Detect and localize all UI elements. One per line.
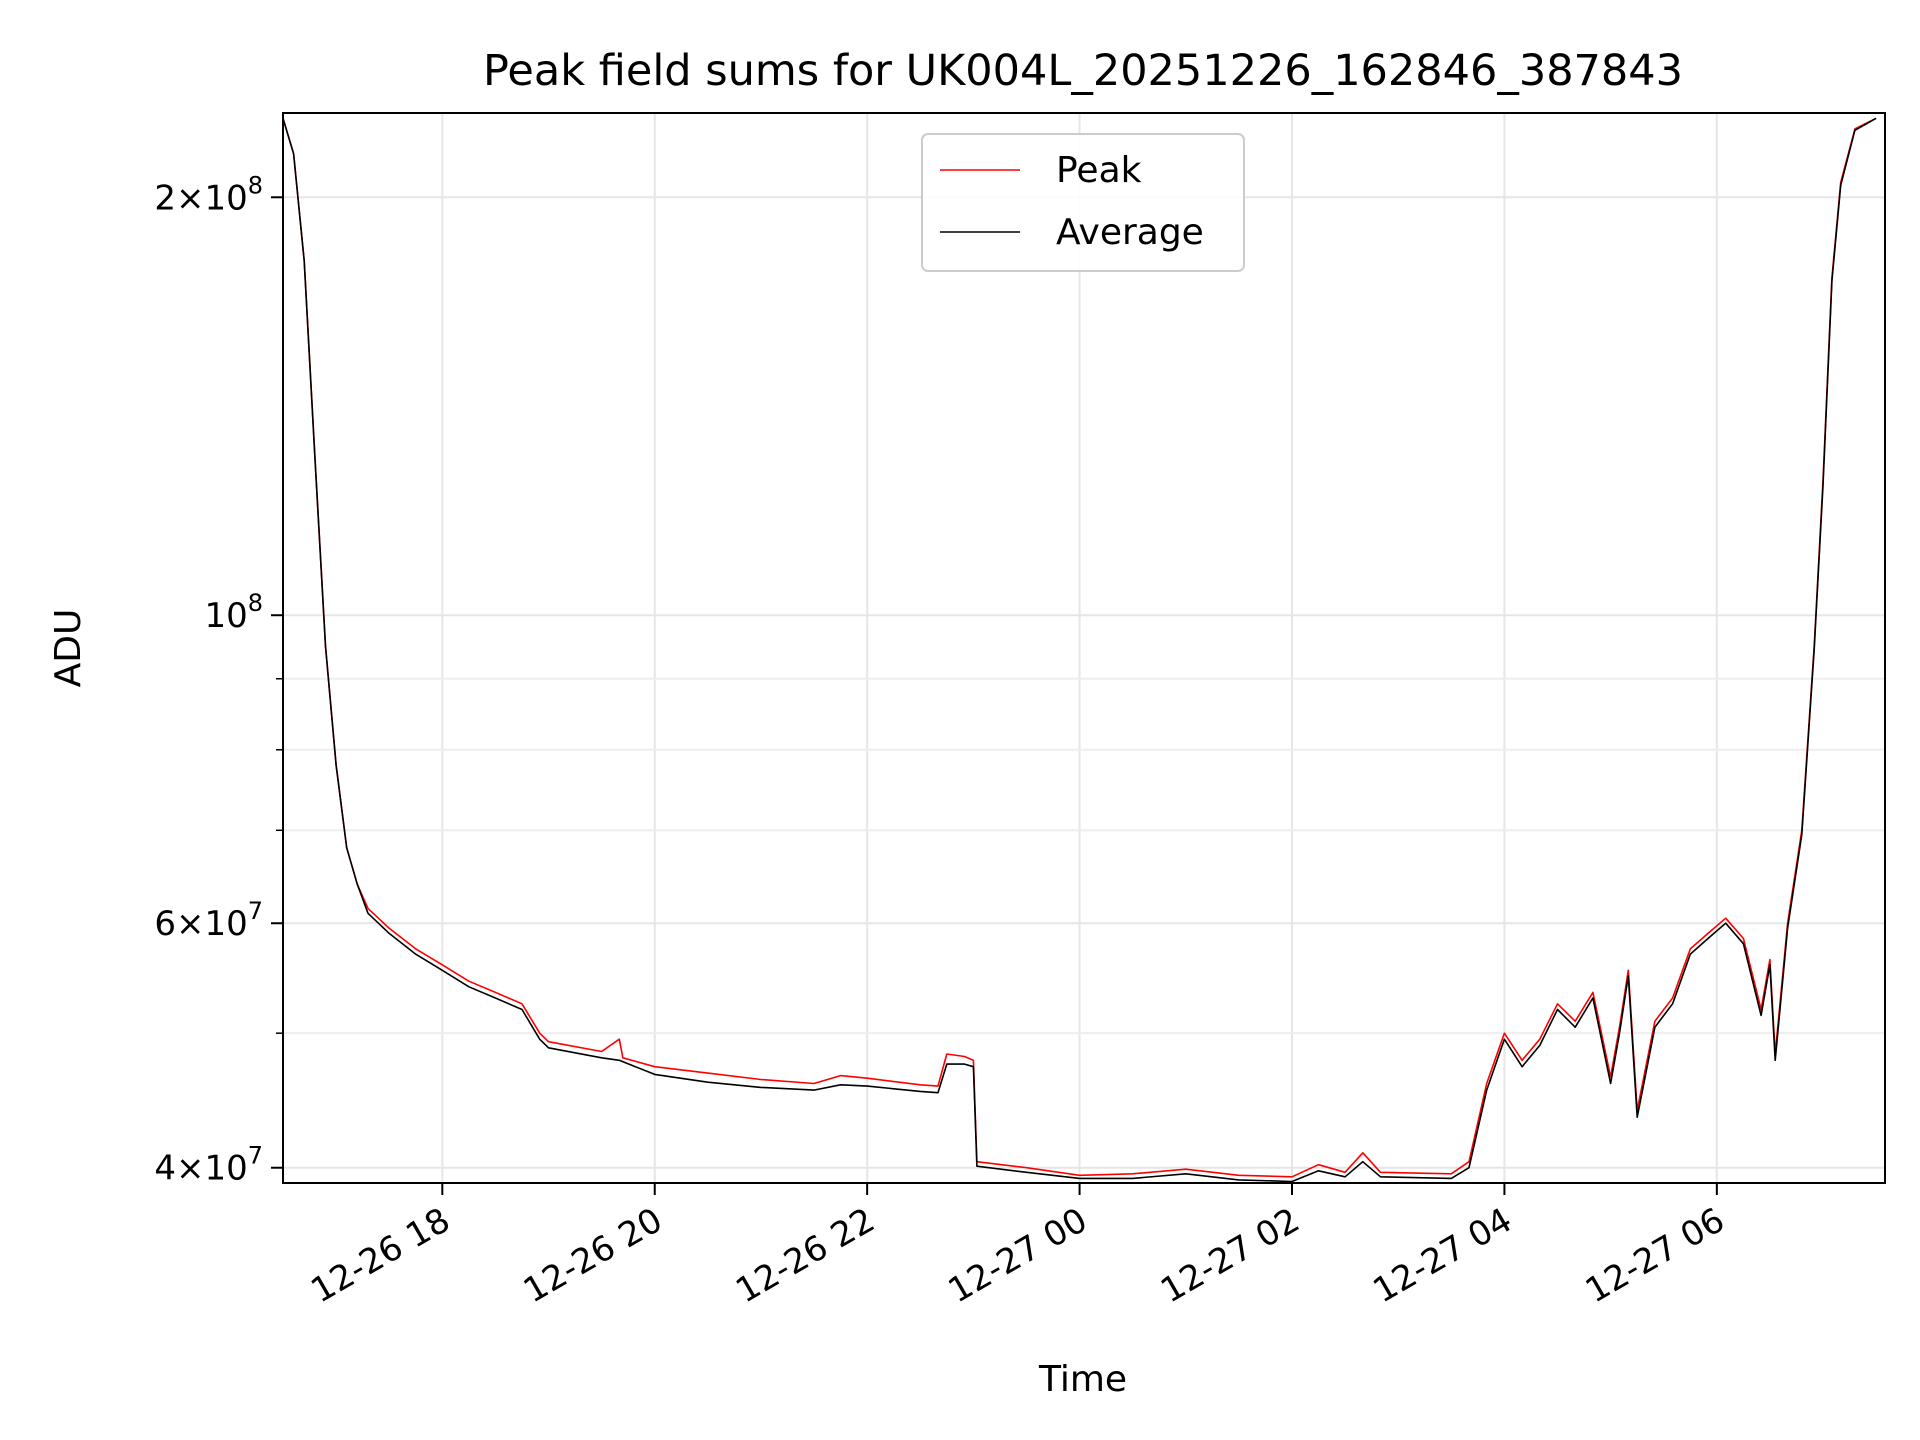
x-tick-label: 12-26 22 (729, 1200, 881, 1311)
y-tick-label: 108 (204, 589, 263, 636)
x-tick-label: 12-27 00 (942, 1200, 1094, 1311)
legend-label-average: Average (1056, 212, 1204, 253)
y-tick-label: 6×107 (154, 897, 263, 944)
x-tick-label: 12-27 04 (1367, 1200, 1519, 1311)
x-tick-label: 12-26 20 (517, 1200, 669, 1311)
tick-layer: 12-26 18 12-26 20 12-26 22 12-27 00 12-27 02… (154, 171, 1731, 1311)
x-tick-label: 12-27 06 (1579, 1200, 1731, 1311)
x-axis-label: Time (1038, 1359, 1127, 1400)
y-tick-label: 4×107 (154, 1142, 263, 1189)
series-layer (282, 117, 1877, 1183)
y-tick-label: 2×108 (154, 171, 263, 218)
legend: Peak Average (921, 133, 1245, 272)
series-line-average (282, 117, 1877, 1183)
x-tick-label: 12-26 18 (304, 1200, 456, 1311)
chart-title: Peak field sums for UK004L_20251226_1628… (483, 46, 1683, 96)
y-axis-label: ADU (48, 609, 89, 688)
plot-frame (282, 112, 1886, 1184)
legend-box (921, 133, 1245, 272)
series-line-peak (282, 117, 1877, 1178)
grid-layer (283, 113, 1885, 1183)
x-tick-label: 12-27 02 (1154, 1200, 1306, 1311)
legend-label-peak: Peak (1056, 150, 1142, 191)
